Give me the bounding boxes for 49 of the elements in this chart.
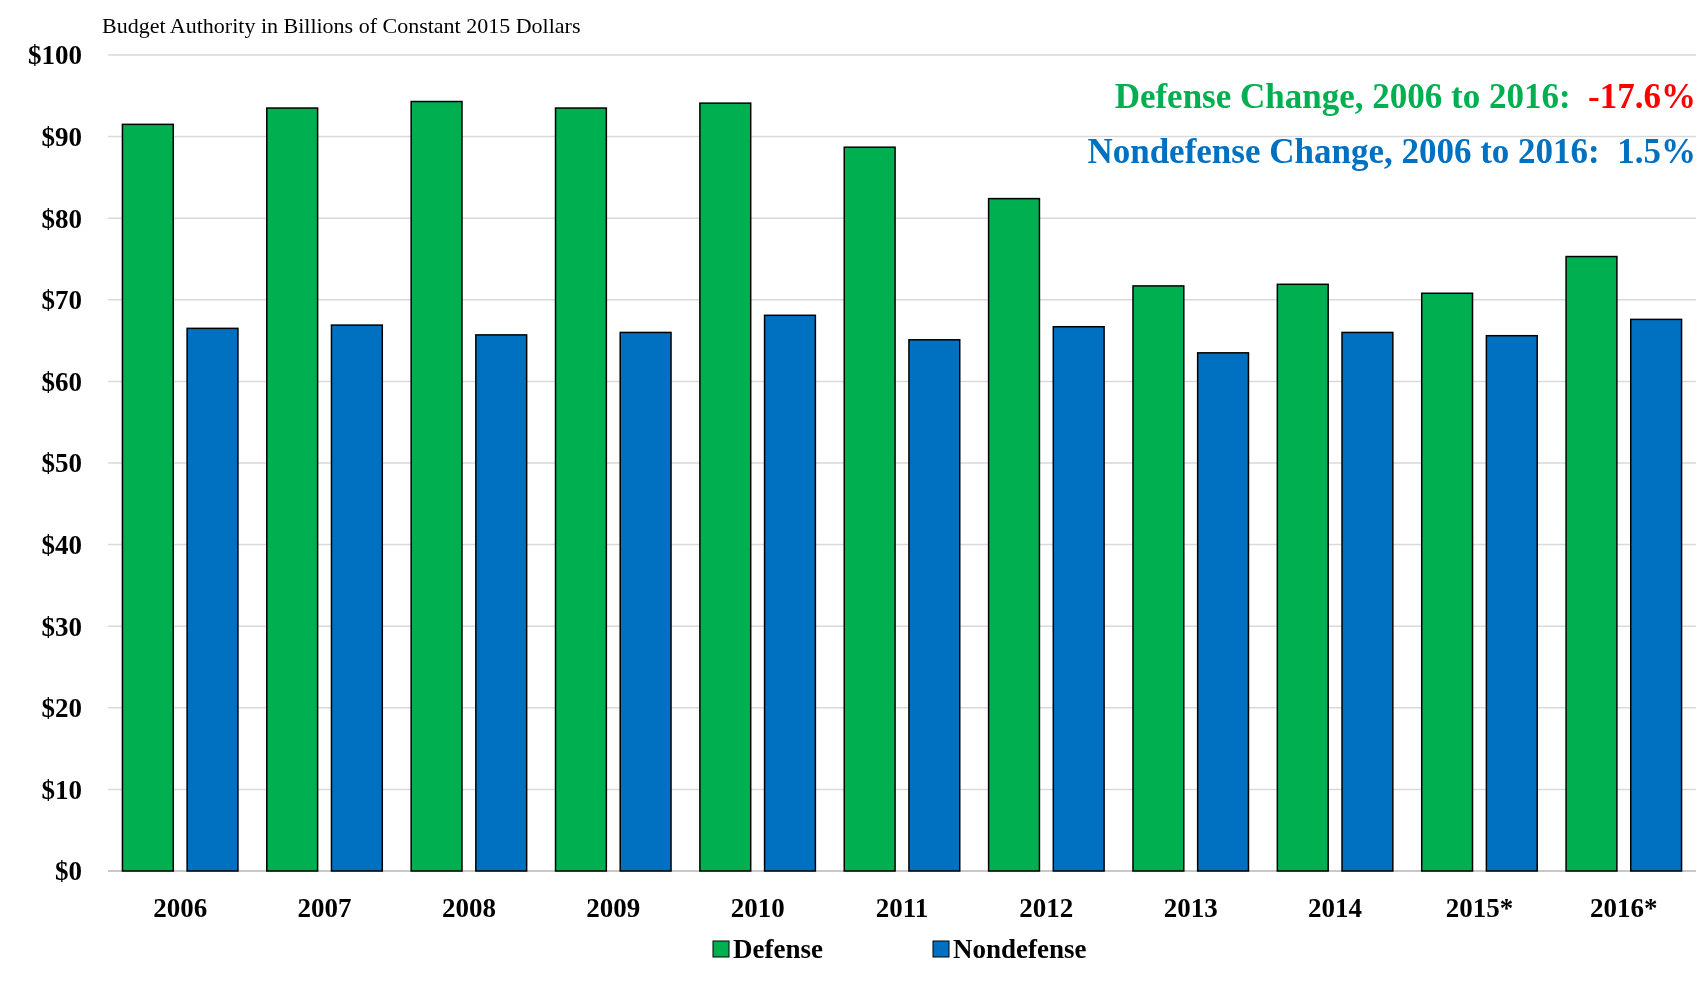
y-tick-label: $90	[41, 122, 82, 153]
bar	[908, 339, 961, 872]
bar	[1565, 255, 1618, 872]
bar	[410, 100, 463, 872]
y-tick-label: $50	[41, 448, 82, 479]
bar	[1196, 352, 1250, 872]
bar	[763, 314, 817, 872]
x-tick-label: 2012	[1019, 893, 1074, 923]
bar	[330, 324, 384, 872]
bar	[266, 107, 319, 872]
x-tick-label: 2010	[730, 893, 785, 923]
y-tick-label: $0	[55, 856, 82, 887]
x-tick-label: 2016*	[1590, 893, 1658, 923]
bar	[1485, 334, 1538, 872]
bar	[1132, 285, 1185, 872]
bar	[121, 123, 174, 872]
y-tick-label: $40	[41, 530, 82, 561]
annotation: Nondefense Change, 2006 to 2016: 1.5%	[1087, 132, 1696, 171]
y-tick-label: $30	[41, 611, 82, 642]
chart-title: Budget Authority in Billions of Constant 2015 Dollars	[102, 13, 581, 38]
y-tick-label: $100	[28, 40, 82, 71]
x-tick-label: 2013	[1163, 893, 1218, 923]
bar	[987, 197, 1041, 872]
x-tick-label: 2015*	[1445, 893, 1514, 923]
x-tick-label: 2006	[153, 893, 208, 923]
bar	[1276, 283, 1329, 872]
y-tick-label: $60	[41, 366, 82, 397]
bar	[1630, 318, 1683, 872]
x-tick-label: 2011	[875, 893, 929, 923]
x-tick-label: 2014	[1308, 893, 1363, 923]
y-tick-label: $10	[41, 774, 82, 805]
legend-label: Defense	[733, 934, 823, 964]
bar	[699, 102, 752, 872]
y-tick-label: $80	[41, 203, 82, 234]
bar	[475, 334, 528, 872]
y-tick-label: $20	[41, 693, 82, 724]
bar	[554, 107, 608, 872]
bar	[843, 146, 896, 872]
y-tick-label: $70	[41, 285, 82, 316]
annotation: Defense Change, 2006 to 2016: -17.6%	[1114, 77, 1696, 116]
bar	[619, 331, 672, 872]
x-tick-label: 2007	[297, 893, 352, 923]
x-tick-label: 2009	[586, 893, 641, 923]
bar	[1341, 331, 1394, 872]
bar	[186, 327, 239, 872]
bar	[1420, 292, 1474, 872]
legend-label: Nondefense	[953, 934, 1087, 964]
bar	[1052, 325, 1105, 872]
x-tick-label: 2008	[441, 893, 496, 923]
